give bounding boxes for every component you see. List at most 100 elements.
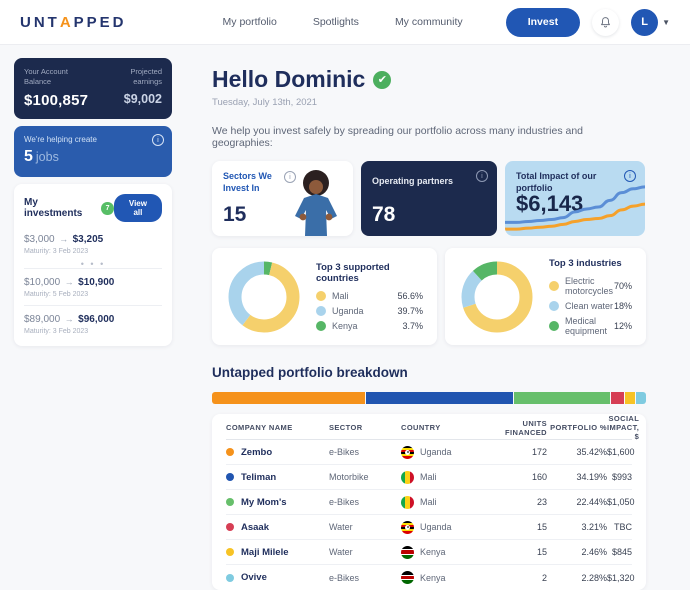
sector-cell: e-Bikes <box>329 497 360 507</box>
uganda-flag-icon <box>401 445 414 459</box>
company-name: Teliman <box>241 471 277 483</box>
arrow-right-icon: → <box>56 234 71 245</box>
legend-label: Kenya <box>332 321 358 331</box>
more-dots-icon[interactable]: • • • <box>80 259 106 270</box>
portfolio-stacked-bar <box>212 392 646 404</box>
arrow-right-icon: → <box>62 277 77 288</box>
partners-stat-card: Operating partners i 78 <box>361 161 497 236</box>
industries-legend-title: Top 3 industries <box>549 257 622 269</box>
table-header: SOCIAL IMPACT, $ <box>607 414 640 441</box>
investment-item[interactable]: $10,000 → $10,900 Maturity: 5 Feb 2023 <box>24 268 162 305</box>
impact-cell: $993 <box>611 472 632 482</box>
current-date: Tuesday, July 13th, 2021 <box>212 97 318 108</box>
units-cell: 15 <box>536 547 547 557</box>
portfolio-cell: 22.44% <box>576 497 607 507</box>
legend-color-dot <box>316 291 326 301</box>
chevron-down-icon: ▼ <box>662 17 670 27</box>
legend-color-dot <box>549 300 559 311</box>
info-icon[interactable]: i <box>152 134 164 147</box>
invest-maturity: Maturity: 5 Feb 2023 <box>24 291 89 299</box>
legend-label: Electric motorcycles <box>565 275 614 296</box>
industries-donut-chart <box>461 261 533 332</box>
user-menu[interactable]: L ▼ <box>631 8 670 36</box>
legend-item: Medical equipment 12% <box>549 316 632 336</box>
notifications-button[interactable] <box>592 8 620 36</box>
portfolio-cell: 3.21% <box>581 522 607 532</box>
sector-cell: Water <box>329 547 353 557</box>
uganda-flag-icon <box>401 520 414 534</box>
jobs-impact-card: i We're helping create 5 jobs <box>14 126 172 178</box>
table-header: COMPANY NAME <box>226 423 293 432</box>
nav-item-spotlights[interactable]: Spotlights <box>312 16 359 28</box>
company-name: Maji Milele <box>241 546 289 558</box>
untapped-logo[interactable]: UNT A PPED <box>20 14 127 31</box>
nav-item-my-portfolio[interactable]: My portfolio <box>222 16 277 28</box>
mali-flag-icon <box>401 470 414 484</box>
earnings-value: $9,002 <box>123 92 162 107</box>
sector-cell: e-Bikes <box>329 572 360 583</box>
invest-to: $3,205 <box>72 234 104 246</box>
bar-segment-asaak <box>611 392 626 404</box>
kenya-flag-icon <box>401 545 414 559</box>
account-balance-card: Your Account Balance $100,857 Projected … <box>14 58 172 120</box>
impact-cell: TBC <box>614 522 632 532</box>
table-row[interactable]: Maji Milele Water Kenya 15 2.46% $845 <box>226 540 632 565</box>
main-content: Hello Dominic ✔ Tuesday, July 13th, 2021… <box>212 58 646 590</box>
investment-item[interactable]: $89,000 → $96,000 Maturity: 3 Feb 2023 <box>24 305 162 342</box>
my-investments-card: My investments 7 View all $3,000 → $3,20… <box>14 184 172 347</box>
sectors-value: 15 <box>223 203 247 226</box>
partners-value: 78 <box>372 203 396 226</box>
earnings-label: Projected earnings <box>130 67 162 87</box>
legend-item: Clean water 18% <box>549 300 632 311</box>
country-name: Uganda <box>420 522 452 532</box>
investments-list: $3,000 → $3,205 Maturity: 3 Feb 2023 • • •… <box>24 226 162 342</box>
legend-value: 39.7% <box>397 306 423 316</box>
table-body: Zembo e-Bikes Uganda 172 35.42% $1,600 Teliman… <box>226 440 635 590</box>
intro-text: We help you invest safely by spreading o… <box>212 125 584 149</box>
sector-cell: e-Bikes <box>329 447 360 457</box>
view-all-button[interactable]: View all <box>113 194 162 223</box>
impact-sparkline-chart <box>505 185 645 231</box>
impact-cell: $845 <box>611 547 632 557</box>
table-row[interactable]: Ovive e-Bikes Kenya 2 2.28% $1,320 <box>226 565 635 590</box>
table-header: SECTOR <box>329 423 363 432</box>
table-row[interactable]: Teliman Motorbike Mali 160 34.19% $993 <box>226 465 632 490</box>
nav-item-my-community[interactable]: My community <box>394 16 463 28</box>
invest-button[interactable]: Invest <box>505 7 581 37</box>
legend-color-dot <box>316 321 326 331</box>
company-color-dot <box>226 498 234 506</box>
kenya-flag-icon <box>401 571 414 584</box>
table-row[interactable]: Zembo e-Bikes Uganda 172 35.42% $1,600 <box>226 440 635 465</box>
info-icon[interactable]: i <box>284 171 296 183</box>
logo-text: PPED <box>73 13 127 31</box>
bar-segment-teliman <box>365 392 515 404</box>
legend-item: Uganda 39.7% <box>316 306 423 316</box>
table-row[interactable]: Asaak Water Uganda 15 3.21% TBC <box>226 515 632 540</box>
table-header: UNITS FINANCED <box>505 418 547 437</box>
investment-item[interactable]: $3,000 → $3,205 Maturity: 3 Feb 2023 <box>24 226 162 262</box>
table-row[interactable]: My Mom's e-Bikes Mali 23 22.44% $1,050 <box>226 490 635 515</box>
legend-color-dot <box>549 280 559 291</box>
invest-maturity: Maturity: 3 Feb 2023 <box>24 248 89 256</box>
table-header: COUNTRY <box>401 423 441 432</box>
countries-donut-chart <box>228 261 300 332</box>
invest-from: $89,000 <box>24 314 61 326</box>
country-name: Kenya <box>420 572 446 583</box>
sectors-label: Sectors We Invest In <box>223 171 272 193</box>
info-icon[interactable]: i <box>476 170 488 182</box>
legend-label: Mali <box>332 291 349 301</box>
legend-item: Electric motorcycles 70% <box>549 276 632 296</box>
impact-cell: $1,320 <box>607 572 635 583</box>
verified-badge-icon: ✔ <box>373 70 392 89</box>
bar-segment-my-mom-s <box>514 392 612 404</box>
info-icon[interactable]: i <box>624 170 636 182</box>
invest-from: $3,000 <box>24 234 55 246</box>
logo-text: UNT <box>20 13 60 31</box>
country-name: Uganda <box>420 447 452 457</box>
top-industries-card: Top 3 industries Electric motorcycles 70%… <box>445 248 646 345</box>
country-name: Kenya <box>420 547 446 557</box>
sidebar: Your Account Balance $100,857 Projected … <box>14 58 172 590</box>
portfolio-cell: 35.42% <box>576 447 607 457</box>
investments-title: My investments <box>24 197 83 220</box>
jobs-caption: We're helping create <box>24 135 97 145</box>
